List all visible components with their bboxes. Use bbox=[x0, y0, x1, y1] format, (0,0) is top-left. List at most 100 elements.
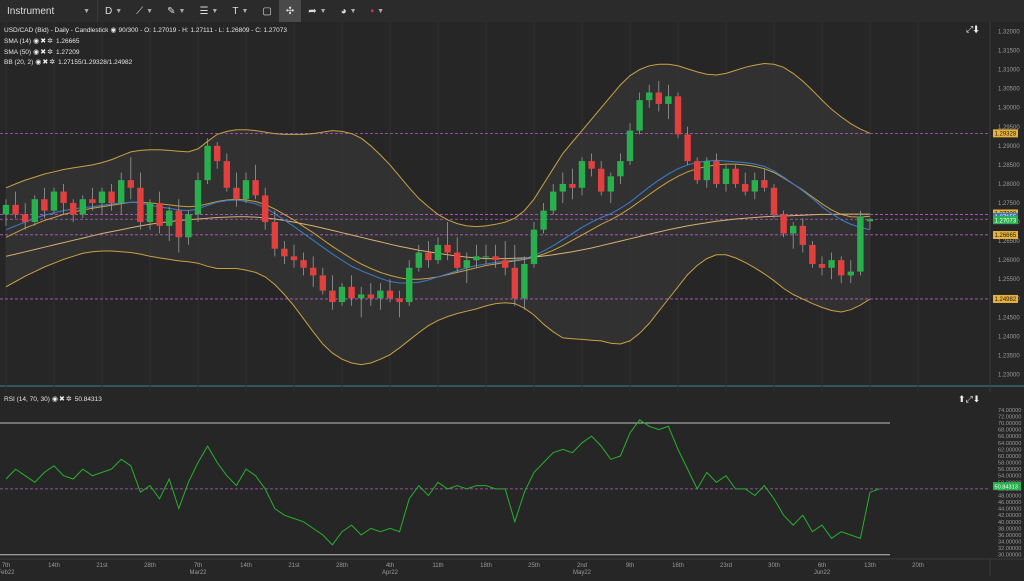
candle-down bbox=[674, 96, 682, 135]
price-tick-label: 1.26500 bbox=[998, 239, 1020, 245]
instrument-label: Instrument bbox=[7, 5, 55, 17]
price-tick-label: 1.23000 bbox=[998, 372, 1020, 378]
draw-tool-button[interactable]: ✎ ▼ bbox=[160, 0, 192, 22]
measure-button[interactable]: ▢ bbox=[255, 0, 278, 22]
candle-up bbox=[790, 225, 797, 234]
text-button[interactable]: T ▼ bbox=[225, 0, 255, 22]
legend-sma14-value: 1.26665 bbox=[55, 37, 80, 45]
x-tick-label: 21st bbox=[288, 563, 300, 569]
candle-down bbox=[281, 248, 288, 257]
price-tick-label: 1.24000 bbox=[998, 334, 1020, 340]
candle-down bbox=[60, 191, 67, 203]
candle-down bbox=[70, 203, 77, 215]
legend-main: USD/CAD (Bid) - Daily - Candlestick ◉ 90… bbox=[4, 26, 287, 35]
legend-sma50: SMA (50) ◉✖✲ 1.27209 bbox=[4, 48, 80, 57]
x-tick-sublabel: Mar22 bbox=[189, 570, 207, 576]
candle-up bbox=[406, 267, 413, 303]
candle-up bbox=[31, 199, 38, 223]
eye-close-gear-icon[interactable]: ◉✖✲ bbox=[51, 396, 73, 403]
layout-button[interactable]: ✣ bbox=[278, 0, 302, 22]
candle-up bbox=[828, 260, 835, 268]
x-tick-label: 28th bbox=[336, 563, 348, 569]
chart-area[interactable]: 1.32000 1.31500 1.31000 1.30500 1.30000 1.295… bbox=[0, 22, 1024, 576]
x-tick-label: 21st bbox=[96, 563, 108, 569]
candle-down bbox=[319, 275, 326, 291]
candle-down bbox=[694, 161, 701, 181]
chevron-down-icon: ▼ bbox=[377, 7, 385, 15]
legend-bb: BB (20, 2) ◉✖✲ 1.27155/1.29328/1.24982 bbox=[4, 58, 133, 67]
rsi-tick-label: 40.00000 bbox=[998, 520, 1021, 526]
candle-up bbox=[166, 210, 173, 226]
legend-rsi: RSI (14, 70, 30) ◉✖✲ 50.84313 bbox=[4, 395, 102, 404]
legend-sma50-label: SMA (50) bbox=[4, 48, 32, 56]
x-tick-sublabel: Apr22 bbox=[382, 570, 399, 576]
candle-up bbox=[415, 252, 422, 268]
candle-down bbox=[502, 260, 509, 268]
legend-bb-value: 1.27155/1.29328/1.24982 bbox=[58, 58, 133, 66]
x-tick-sublabel: Jun22 bbox=[814, 570, 831, 576]
price-tick-label: 1.23500 bbox=[998, 353, 1020, 359]
chevron-down-icon: ▼ bbox=[241, 7, 249, 15]
line-tool-icon: ⟋ bbox=[136, 5, 144, 17]
eye-close-gear-icon[interactable]: ◉✖✲ bbox=[33, 49, 54, 56]
candle-up bbox=[530, 229, 538, 264]
candle-down bbox=[300, 260, 307, 268]
price-tick-label: 1.30500 bbox=[998, 87, 1020, 93]
rsi-tag bbox=[993, 482, 1021, 491]
candle-down bbox=[425, 252, 432, 261]
rsi-tick-label: 70.00000 bbox=[998, 421, 1021, 427]
candle-down bbox=[223, 161, 230, 188]
x-tick-label: 23rd bbox=[720, 563, 732, 569]
line-tool-button[interactable]: ⟋ ▼ bbox=[129, 0, 160, 22]
price-tag bbox=[993, 231, 1018, 240]
candle-down bbox=[137, 187, 144, 223]
candle-down bbox=[127, 180, 134, 188]
legend-sma14: SMA (14) ◉✖✲ 1.26665 bbox=[4, 37, 80, 46]
candle-up bbox=[473, 256, 480, 261]
price-tick-label: 1.28500 bbox=[998, 163, 1020, 169]
candle-up bbox=[617, 161, 624, 177]
legend-sma50-value: 1.27209 bbox=[55, 48, 80, 56]
candle-up bbox=[703, 161, 710, 181]
expand-icon[interactable]: ⤢⬇ bbox=[966, 24, 979, 34]
candle-down bbox=[310, 267, 317, 276]
candle-up bbox=[646, 92, 653, 101]
eye-close-gear-icon[interactable]: ◉✖✲ bbox=[33, 38, 54, 45]
x-tick-label: 4th bbox=[386, 563, 394, 569]
candle-up bbox=[636, 100, 643, 131]
x-tick-label: 13th bbox=[864, 563, 876, 569]
candle-up bbox=[242, 180, 250, 200]
chevron-down-icon: ▼ bbox=[115, 7, 123, 15]
chevron-down-icon: ▼ bbox=[146, 7, 154, 15]
flag-uk-icon: ▪ bbox=[370, 5, 375, 17]
chevron-down-icon: ▼ bbox=[319, 7, 327, 15]
x-tick-label: 11th bbox=[432, 563, 443, 569]
language-button[interactable]: ▪ ▼ bbox=[364, 0, 391, 22]
candle-up bbox=[847, 271, 854, 276]
candle-down bbox=[713, 161, 720, 184]
rsi-tick-label: 64.00000 bbox=[998, 441, 1021, 447]
candle-down bbox=[732, 168, 739, 184]
candle-up bbox=[482, 256, 490, 258]
candle-down bbox=[492, 256, 499, 261]
candle-down bbox=[761, 180, 768, 188]
candle-down bbox=[233, 187, 240, 200]
panel-resize-icon[interactable]: ⬆⤢⬇ bbox=[958, 394, 981, 404]
shapes-button[interactable]: ☰ ▼ bbox=[192, 0, 225, 22]
candle-down bbox=[108, 191, 115, 203]
candle-down bbox=[214, 145, 221, 162]
period-selector[interactable]: D ▼ bbox=[98, 0, 129, 22]
share-button[interactable]: ➦ ▼ bbox=[301, 0, 333, 22]
candle-up bbox=[751, 180, 758, 192]
chevron-down-icon: ▼ bbox=[349, 7, 357, 15]
candle-down bbox=[386, 290, 394, 299]
theme-button[interactable]: ◕ ▼ bbox=[334, 0, 364, 22]
eye-close-gear-icon[interactable]: ◉✖✲ bbox=[35, 59, 57, 66]
chart-svg[interactable]: 1.32000 1.31500 1.31000 1.30500 1.30000 1.295… bbox=[0, 22, 1024, 576]
rsi-tick-label: 56.00000 bbox=[998, 467, 1021, 473]
instrument-selector[interactable]: Instrument ▼ bbox=[0, 0, 98, 22]
x-tick-label: 14th bbox=[48, 563, 60, 569]
eye-icon[interactable]: ◉ bbox=[110, 27, 117, 34]
candle-down bbox=[89, 199, 96, 203]
candle-up bbox=[550, 191, 557, 211]
